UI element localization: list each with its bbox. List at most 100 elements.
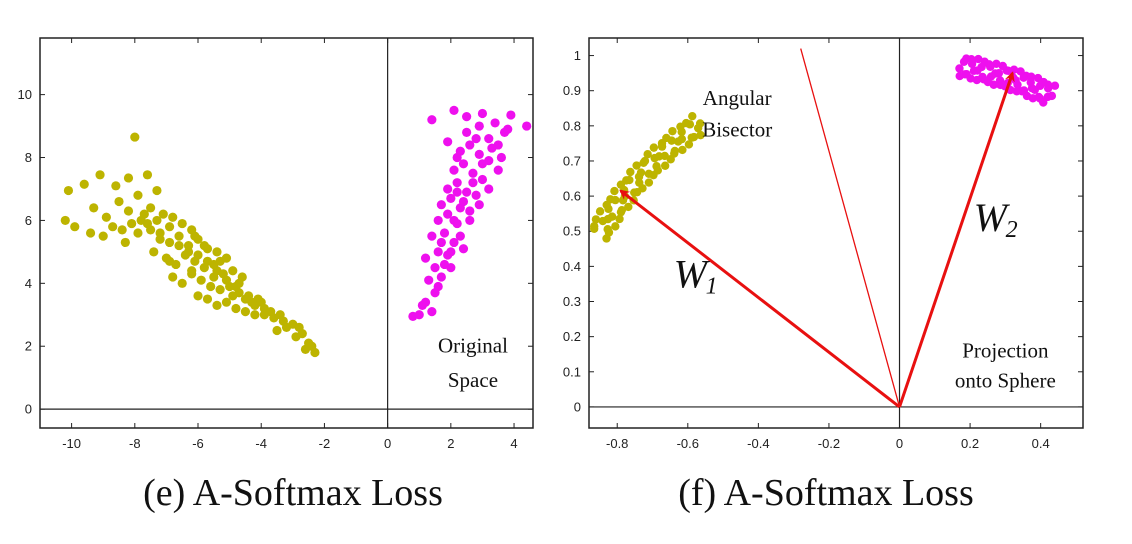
plot-frame (588, 37, 1084, 429)
scatter-point-class-2 (414, 310, 424, 320)
scatter-point-class-1 (174, 240, 184, 251)
projected-point-class-1 (649, 143, 659, 152)
scatter-point-class-1 (70, 222, 80, 232)
scatter-point-class-1 (294, 322, 304, 332)
y-tick-label: 10 (18, 87, 32, 102)
scatter-point-class-1 (275, 310, 285, 320)
scatter-point-class-2 (462, 187, 472, 197)
scatter-point-class-2 (449, 105, 459, 115)
scatter-point-class-2 (474, 121, 484, 131)
scatter-point-class-2 (458, 196, 469, 207)
projected-point-class-1 (634, 172, 644, 181)
projected-point-class-1 (615, 214, 624, 224)
scatter-point-class-2 (484, 134, 494, 144)
scatter-point-class-1 (98, 231, 108, 241)
projected-point-class-2 (955, 71, 964, 81)
scatter-point-class-2 (420, 253, 431, 263)
annotation-label: Original (438, 334, 508, 358)
scatter-point-class-2 (465, 215, 475, 226)
projected-point-class-1 (589, 224, 599, 234)
scatter-point-class-1 (152, 215, 162, 226)
y-tick-label: 0.6 (563, 189, 581, 204)
scatter-point-class-2 (493, 165, 503, 175)
scatter-point-class-1 (221, 275, 232, 285)
scatter-point-class-1 (199, 240, 209, 251)
projected-point-class-1 (644, 178, 654, 187)
projected-point-class-1 (624, 202, 633, 212)
scatter-point-class-2 (462, 112, 472, 122)
scatter-point-class-1 (155, 228, 165, 238)
projected-point-class-2 (969, 66, 979, 75)
scatter-point-class-1 (155, 234, 165, 244)
scatter-point-class-1 (63, 185, 74, 196)
chart-projection-sphere: -0.8 -0.6 -0.4 -0.2 0 0.2 0.4 0 0.1 0.2 0.3 0.4 0.5 0… (563, 37, 1084, 451)
projected-point-class-1 (660, 161, 670, 170)
scatter-point-class-1 (307, 341, 317, 351)
scatter-point-class-2 (484, 184, 494, 194)
projected-point-class-2 (998, 61, 1007, 71)
scatter-point-class-2 (449, 215, 459, 226)
scatter-point-class-1 (256, 297, 266, 307)
scatter-point-class-1 (164, 256, 175, 266)
scatter-point-class-1 (146, 225, 156, 235)
scatter-point-class-1 (281, 322, 292, 332)
scatter-point-class-1 (142, 170, 153, 180)
scatter-point-class-2 (433, 215, 443, 226)
y-tick-label: 0.8 (563, 118, 581, 133)
projected-point-class-2 (959, 57, 969, 67)
scatter-point-class-2 (427, 115, 437, 125)
projected-point-class-1 (673, 137, 683, 146)
x-tick-label: -0.8 (606, 436, 628, 451)
y-tick-label: 0.3 (563, 294, 581, 309)
scatter-point-class-2 (468, 168, 478, 178)
scatter-point-class-1 (177, 218, 187, 229)
angular-bisector-line (800, 48, 901, 408)
scatter-point-class-1 (190, 231, 200, 241)
scatter-point-class-1 (133, 190, 143, 200)
scatter-point-class-2 (452, 187, 462, 197)
scatter-point-class-2 (458, 244, 469, 254)
projected-point-class-1 (650, 153, 659, 163)
plot-frame (39, 37, 534, 429)
scatter-point-class-2 (468, 178, 478, 188)
y-tick-label: 4 (25, 276, 32, 291)
scatter-point-class-1 (60, 215, 70, 226)
x-tick-label: 0.2 (961, 436, 979, 451)
scatter-point-class-1 (209, 272, 219, 282)
scatter-point-class-1 (202, 256, 213, 266)
scatter-point-class-1 (117, 225, 127, 235)
projected-point-class-2 (1043, 92, 1052, 102)
scatter-point-class-1 (120, 237, 130, 248)
projected-point-class-2 (974, 54, 983, 64)
scatter-point-class-1 (152, 185, 162, 196)
annotation-label: Angular (703, 86, 772, 110)
scatter-point-class-1 (85, 228, 96, 238)
scatter-point-class-1 (79, 179, 89, 189)
projected-point-class-2 (955, 64, 964, 73)
weight-vector-1 (619, 189, 901, 409)
projected-point-class-1 (595, 207, 605, 216)
scatter-point-class-2 (452, 178, 462, 188)
projected-point-class-1 (696, 130, 705, 140)
scatter-point-class-1 (291, 332, 301, 342)
scatter-point-class-1 (174, 231, 184, 241)
projected-point-class-1 (657, 142, 667, 151)
projected-point-class-1 (616, 207, 626, 217)
scatter-point-class-1 (149, 247, 159, 257)
x-tick-label: -8 (129, 436, 141, 451)
y-tick-label: 8 (25, 150, 32, 165)
scatter-point-class-1 (183, 240, 194, 251)
scatter-point-class-2 (443, 137, 453, 147)
scatter-point-class-1 (272, 325, 282, 336)
projected-point-class-2 (995, 76, 1005, 85)
x-tick-label: -0.2 (818, 436, 840, 451)
scatter-point-class-1 (212, 300, 222, 310)
scatter-point-class-2 (490, 118, 500, 128)
scatter-point-class-1 (164, 237, 175, 248)
x-tick-label: -6 (192, 436, 204, 451)
x-tick-label: -0.6 (677, 436, 699, 451)
x-tick-label: 2 (447, 436, 454, 451)
projected-point-class-1 (677, 127, 686, 137)
annotation-label: Space (448, 368, 498, 392)
